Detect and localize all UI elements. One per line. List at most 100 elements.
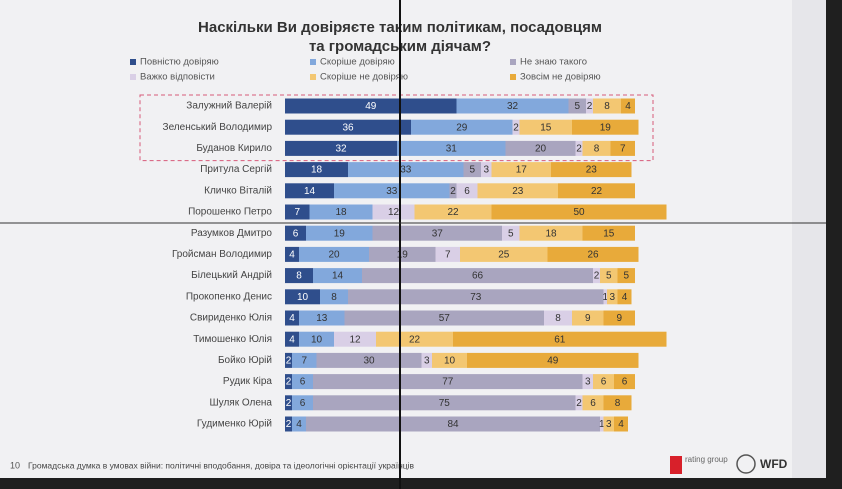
legend-label: Не знаю такого [520, 57, 587, 68]
data-label: 6 [300, 377, 306, 388]
bar-segment [313, 268, 362, 284]
data-label: 19 [397, 250, 409, 261]
bar-segment [491, 162, 551, 178]
bar-segment [285, 331, 299, 347]
bar-segment [512, 119, 520, 135]
data-label: 73 [470, 292, 482, 303]
bar-segment [292, 352, 317, 368]
bar-segment [306, 416, 600, 432]
legend-swatch [310, 74, 316, 80]
bar-segment [572, 310, 604, 326]
bar-segment [551, 162, 632, 178]
data-label: 20 [328, 250, 340, 261]
category-label: Гудименко Юрій [197, 419, 272, 430]
data-label: 6 [590, 398, 596, 409]
legend-label: Скоріше довіряю [320, 57, 395, 68]
data-label: 57 [439, 313, 451, 324]
category-label: Рудик Кіра [223, 376, 273, 387]
data-label: 75 [439, 398, 451, 409]
data-label: 2 [513, 122, 519, 133]
legend-label: Важко відповісти [140, 72, 215, 83]
bar-segment [502, 225, 520, 241]
bar-segment [586, 98, 593, 114]
bar-segment [603, 416, 614, 432]
data-label: 4 [622, 292, 628, 303]
data-label: 2 [594, 271, 600, 282]
data-label: 5 [623, 271, 629, 282]
bar-segment [582, 374, 593, 390]
data-label: 30 [363, 356, 375, 367]
bar-segment [285, 225, 306, 241]
legend-swatch [130, 59, 136, 65]
data-label: 1 [602, 292, 608, 303]
data-label: 26 [587, 250, 599, 261]
data-label: 14 [332, 271, 344, 282]
data-label: 3 [424, 356, 430, 367]
data-label: 5 [469, 165, 475, 176]
bar-segment [334, 183, 450, 199]
data-label: 49 [547, 356, 559, 367]
bar-segment [544, 310, 572, 326]
data-label: 8 [594, 144, 600, 155]
bar-segment [376, 331, 453, 347]
bar-segment [299, 310, 345, 326]
bar-segment [456, 183, 478, 199]
bar-segment [285, 289, 320, 305]
data-label: 5 [606, 271, 612, 282]
category-label: Тимошенко Юлія [193, 334, 272, 345]
data-label: 4 [625, 101, 631, 112]
data-label: 50 [573, 207, 585, 218]
data-label: 1 [599, 419, 605, 430]
legend-swatch [310, 59, 316, 65]
data-label: 36 [342, 122, 354, 133]
bar-segment [320, 289, 348, 305]
data-label: 4 [618, 419, 624, 430]
bar-segment [313, 374, 583, 390]
data-label: 33 [386, 186, 398, 197]
bar-segment [348, 289, 604, 305]
data-label: 6 [300, 398, 306, 409]
bar-segment [285, 98, 457, 114]
data-label: 18 [545, 228, 557, 239]
bar-segment [519, 119, 572, 135]
bar-segment [285, 268, 313, 284]
bar-segment [421, 352, 432, 368]
category-label: Залужний Валерій [186, 101, 272, 112]
data-label: 25 [498, 250, 510, 261]
category-label: Шуляк Олена [210, 397, 273, 408]
bar-segment [572, 119, 639, 135]
bar-segment [617, 268, 635, 284]
bar-segment [309, 204, 373, 220]
slide-edge [792, 0, 826, 478]
data-label: 5 [574, 101, 580, 112]
data-label: 15 [540, 122, 552, 133]
data-label: 17 [516, 165, 528, 176]
data-label: 49 [365, 101, 377, 112]
bar-segment [306, 225, 373, 241]
bar-segment [467, 352, 639, 368]
data-label: 32 [507, 101, 519, 112]
bar-segment [603, 289, 607, 305]
bar-segment [481, 162, 492, 178]
data-label: 10 [297, 292, 309, 303]
data-label: 3 [483, 165, 489, 176]
logo-text: rating group [685, 455, 728, 464]
bar-segment [362, 268, 593, 284]
bar-segment [575, 140, 583, 156]
legend-label: Скоріше не довіряю [320, 72, 408, 83]
bar-segment [453, 331, 667, 347]
bar-segment [558, 183, 635, 199]
category-label: Разумков Дмитро [191, 228, 273, 239]
data-label: 4 [296, 419, 302, 430]
bar-segment [432, 352, 467, 368]
page-number: 10 [10, 460, 20, 470]
data-label: 61 [554, 334, 566, 345]
data-label: 9 [585, 313, 591, 324]
bar-segment [372, 204, 415, 220]
data-label: 3 [609, 292, 615, 303]
data-label: 66 [472, 271, 484, 282]
data-label: 4 [289, 334, 295, 345]
category-label: Білецький Андрій [191, 270, 272, 281]
data-label: 23 [512, 186, 524, 197]
